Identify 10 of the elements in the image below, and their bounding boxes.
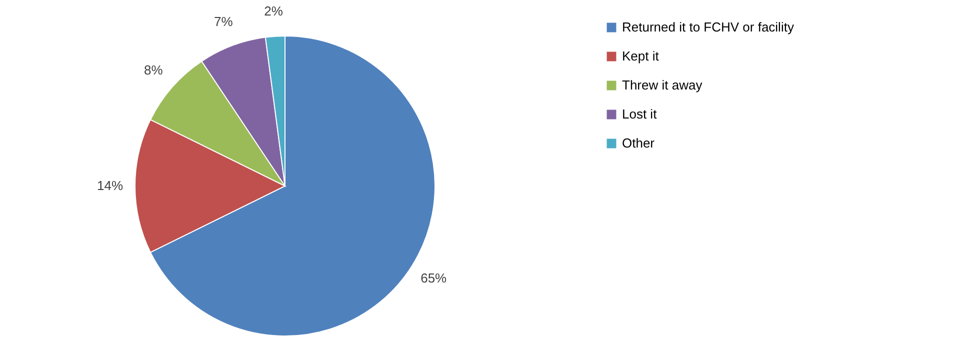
legend-label: Other <box>622 136 656 150</box>
data-label: 8% <box>144 62 164 78</box>
legend-label: Returned it to FCHV or facility <box>622 20 794 34</box>
legend-label: Kept it <box>622 48 660 64</box>
legend-label: Threw it away <box>622 78 703 92</box>
data-label: 2% <box>264 3 284 18</box>
data-label: 7% <box>214 14 234 30</box>
legend-label: Lost it <box>622 106 658 122</box>
data-label: 65% <box>420 270 448 286</box>
data-label: 14% <box>96 178 124 193</box>
